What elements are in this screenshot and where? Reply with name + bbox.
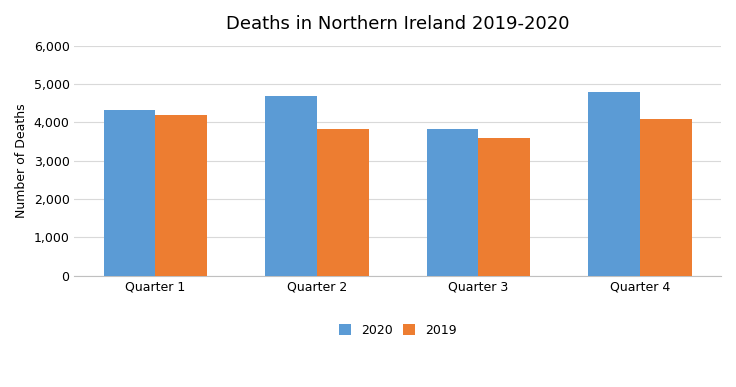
Bar	[155, 115, 207, 276]
Bar	[640, 118, 692, 276]
Legend: 2020, 2019: 2020, 2019	[333, 319, 462, 342]
Bar	[478, 138, 530, 276]
Title: Deaths in Northern Ireland 2019-2020: Deaths in Northern Ireland 2019-2020	[226, 15, 570, 33]
Bar	[588, 92, 640, 276]
Bar	[265, 96, 317, 276]
Bar	[427, 129, 478, 276]
Bar	[317, 129, 369, 276]
Y-axis label: Number of Deaths: Number of Deaths	[15, 103, 28, 218]
Bar	[104, 110, 155, 276]
